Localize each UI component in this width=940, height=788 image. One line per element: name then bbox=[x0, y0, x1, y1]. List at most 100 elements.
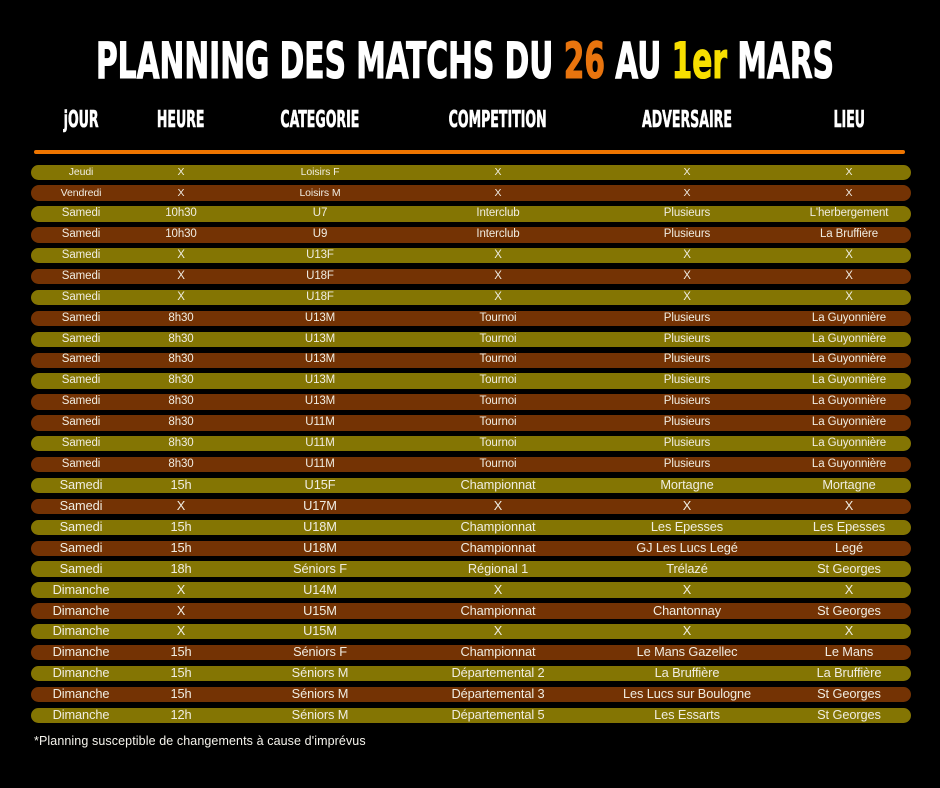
cell-jour: Samedi bbox=[61, 290, 101, 303]
title-part-1: PLANNING DES MATCHS DU bbox=[95, 31, 564, 90]
cell-jour: Dimanche bbox=[52, 665, 110, 681]
cell-categorie: Séniors M bbox=[291, 686, 349, 702]
match-row: Samedi 8h30 U13M Tournoi Plusieurs La Gu… bbox=[31, 331, 911, 348]
title-part-2: AU bbox=[604, 31, 672, 90]
cell-heure: 8h30 bbox=[168, 437, 194, 450]
cell-adversaire: Les Essarts bbox=[654, 706, 720, 722]
cell-competition: X bbox=[493, 498, 503, 514]
cell-competition: Départemental 2 bbox=[451, 665, 545, 681]
cell-competition: Tournoi bbox=[479, 332, 517, 345]
cell-categorie: Loisirs M bbox=[299, 186, 341, 199]
cell-heure: 8h30 bbox=[168, 332, 194, 345]
match-row: Vendredi X Loisirs M X X X bbox=[31, 185, 911, 201]
column-header-categorie: CATEGORIE bbox=[280, 105, 360, 133]
cell-adversaire: Plusieurs bbox=[663, 311, 711, 324]
cell-lieu: La Bruffière bbox=[816, 665, 882, 681]
cell-categorie: U13M bbox=[304, 353, 336, 366]
cell-categorie: U15M bbox=[303, 623, 337, 639]
cell-lieu: St Georges bbox=[817, 602, 881, 618]
match-row: Samedi 8h30 U11M Tournoi Plusieurs La Gu… bbox=[31, 415, 911, 431]
cell-categorie: U18F bbox=[306, 290, 334, 303]
header-divider-line bbox=[34, 149, 905, 154]
cell-heure: 8h30 bbox=[168, 416, 194, 429]
cell-heure: X bbox=[177, 269, 185, 282]
cell-jour: Dimanche bbox=[52, 623, 110, 639]
cell-jour: Dimanche bbox=[52, 581, 110, 597]
match-row: Samedi X U18F X X X bbox=[31, 268, 911, 285]
cell-adversaire: Chantonnay bbox=[652, 602, 721, 618]
cell-lieu: St Georges bbox=[817, 560, 881, 576]
cell-heure: X bbox=[176, 623, 186, 639]
cell-adversaire: Les Lucs sur Boulogne bbox=[622, 686, 752, 702]
match-row: Samedi X U18F X X X bbox=[31, 289, 911, 306]
cell-heure: 12h bbox=[170, 706, 192, 722]
cell-lieu: Legé bbox=[834, 539, 864, 555]
cell-competition: Tournoi bbox=[479, 437, 517, 450]
cell-heure: 15h bbox=[170, 644, 192, 660]
cell-jour: Dimanche bbox=[52, 644, 110, 660]
cell-heure: 15h bbox=[170, 539, 192, 555]
cell-competition: X bbox=[493, 581, 503, 597]
cell-lieu: St Georges bbox=[817, 706, 881, 722]
cell-lieu: X bbox=[844, 498, 854, 514]
cell-competition: Interclub bbox=[476, 228, 520, 241]
match-row: Samedi 8h30 U13M Tournoi Plusieurs La Gu… bbox=[31, 394, 911, 410]
cell-competition: X bbox=[494, 165, 502, 178]
cell-lieu: La Guyonnière bbox=[811, 457, 887, 470]
cell-competition: X bbox=[494, 290, 502, 303]
cell-jour: Samedi bbox=[61, 269, 101, 282]
match-row: Dimanche X U15M Championnat Chantonnay S… bbox=[31, 602, 911, 619]
cell-jour: Dimanche bbox=[52, 602, 110, 618]
cell-jour: Samedi bbox=[59, 539, 103, 555]
page-title-text: PLANNING DES MATCHS DU 26 AU 1er MARS bbox=[96, 35, 835, 87]
match-row: Samedi 8h30 U13M Tournoi Plusieurs La Gu… bbox=[31, 373, 911, 389]
cell-categorie: U15F bbox=[304, 477, 336, 493]
cell-lieu: X bbox=[845, 186, 853, 199]
footnote: *Planning susceptible de changements à c… bbox=[34, 734, 366, 748]
cell-lieu: La Guyonnière bbox=[811, 437, 887, 450]
cell-heure: 15h bbox=[170, 477, 192, 493]
cell-categorie: U18M bbox=[303, 518, 337, 534]
cell-heure: 10h30 bbox=[165, 228, 197, 241]
cell-adversaire: Plusieurs bbox=[663, 207, 711, 220]
cell-lieu: Les Epesses bbox=[812, 518, 886, 534]
match-row: Dimanche X U14M X X X bbox=[31, 581, 911, 598]
cell-lieu: La Guyonnière bbox=[811, 395, 887, 408]
match-row: Dimanche 12h Séniors M Départemental 5 L… bbox=[31, 706, 911, 724]
cell-categorie: U13M bbox=[304, 311, 336, 324]
match-row: Samedi 10h30 U7 Interclub Plusieurs L'he… bbox=[31, 206, 911, 222]
cell-categorie: U15M bbox=[303, 602, 337, 618]
cell-competition: X bbox=[494, 249, 502, 261]
cell-heure: 10h30 bbox=[165, 207, 197, 220]
match-row: Dimanche X U15M X X X bbox=[31, 623, 911, 640]
cell-lieu: La Guyonnière bbox=[811, 311, 887, 324]
match-row: Samedi 8h30 U13M Tournoi Plusieurs La Gu… bbox=[31, 352, 911, 368]
cell-categorie: U13M bbox=[304, 395, 336, 408]
match-row: Dimanche 15h Séniors M Départemental 3 L… bbox=[31, 686, 911, 703]
cell-heure: X bbox=[177, 290, 185, 303]
cell-adversaire: Plusieurs bbox=[663, 228, 711, 241]
cell-categorie: U18F bbox=[306, 269, 334, 282]
cell-adversaire: Les Epesses bbox=[650, 518, 724, 534]
cell-categorie: U13F bbox=[306, 249, 334, 261]
cell-heure: 8h30 bbox=[168, 395, 194, 408]
cell-competition: Tournoi bbox=[479, 353, 517, 366]
cell-competition: Championnat bbox=[460, 602, 536, 618]
cell-adversaire: Plusieurs bbox=[663, 416, 711, 429]
cell-competition: Championnat bbox=[460, 644, 536, 660]
cell-adversaire: Plusieurs bbox=[663, 374, 711, 387]
page-title: PLANNING DES MATCHS DU 26 AU 1er MARS bbox=[0, 35, 940, 87]
cell-competition: Tournoi bbox=[479, 457, 517, 470]
cell-lieu: La Guyonnière bbox=[811, 416, 887, 429]
cell-jour: Samedi bbox=[61, 311, 101, 324]
cell-jour: Vendredi bbox=[60, 186, 102, 199]
match-row: Samedi 8h30 U13M Tournoi Plusieurs La Gu… bbox=[31, 310, 911, 327]
cell-jour: Samedi bbox=[59, 518, 103, 534]
cell-competition: Départemental 3 bbox=[451, 686, 545, 702]
cell-heure: 8h30 bbox=[168, 353, 194, 366]
cell-categorie: Loisirs F bbox=[300, 165, 340, 178]
table-header-row: jOUR HEURE CATEGORIE COMPETITION ADVERSA… bbox=[31, 107, 911, 132]
match-row: Jeudi X Loisirs F X X X bbox=[31, 164, 911, 180]
cell-adversaire: Plusieurs bbox=[663, 353, 711, 366]
